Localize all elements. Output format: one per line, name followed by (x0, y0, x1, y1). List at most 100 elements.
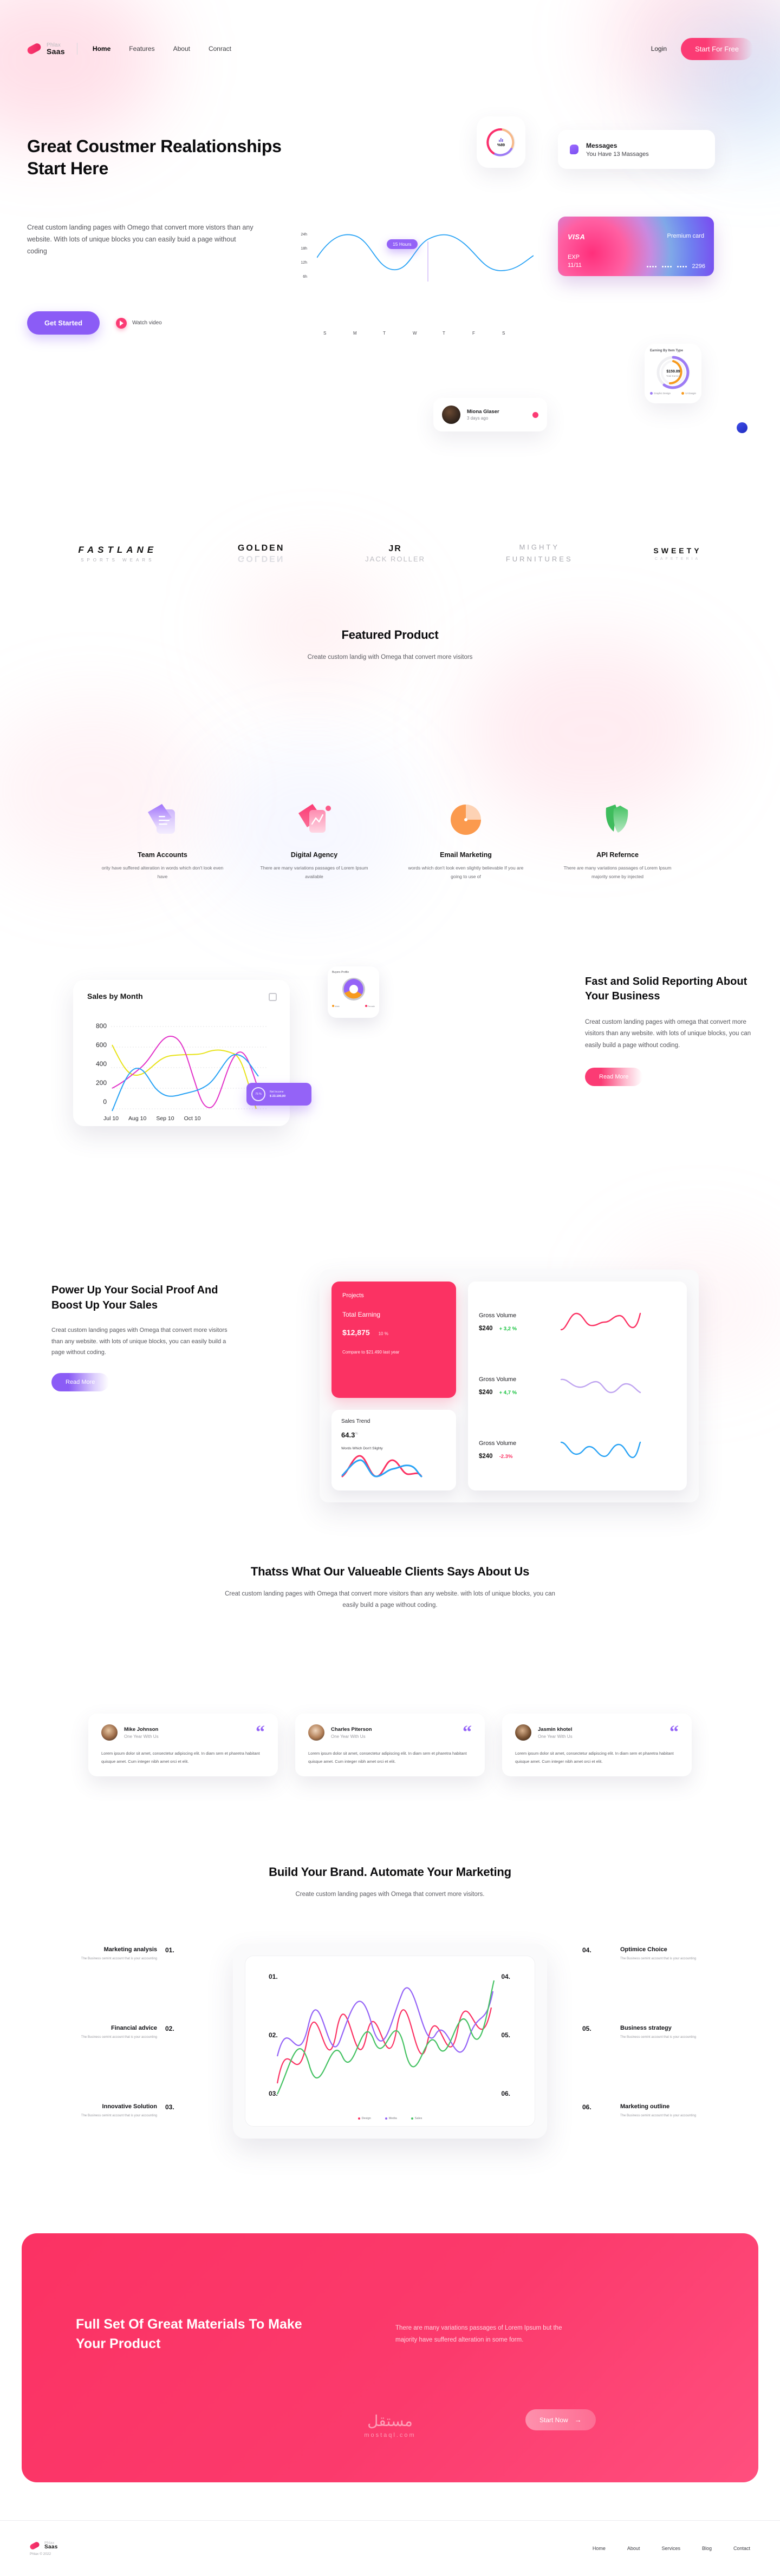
logo-fastlane: FASTLANE SPORTS WEARS (78, 545, 157, 563)
footer-link-about[interactable]: About (627, 2546, 640, 2551)
gross-delta: -2.3% (499, 1454, 513, 1460)
cta-title: Full Set Of Great Materials To Make Your… (76, 2317, 302, 2352)
brand-point-04: Optimice Choice The Business cemint acco… (620, 1946, 718, 1962)
sales-trend-value: 64.3 (341, 1431, 355, 1440)
external-link-icon[interactable] (269, 993, 277, 1001)
brand-logo[interactable]: Phlax Saas (26, 42, 65, 56)
power-title: Power Up Your Social Proof And Boost Up … (51, 1284, 218, 1311)
sales-xtick: Oct 10 (184, 1115, 201, 1122)
cta-banner: Full Set Of Great Materials To Make Your… (22, 2233, 758, 2482)
gross-sparkline (560, 1312, 641, 1331)
nav-item-about[interactable]: About (173, 45, 190, 53)
hero-chart-ytick: 18h (301, 247, 307, 251)
messages-title: Messages (586, 141, 618, 149)
hero-chart-xtick: W (413, 331, 417, 336)
logo-main: JR (388, 544, 402, 553)
sales-xtick: Jul 10 (103, 1115, 119, 1122)
marketing-chart-panel: 01. 04. 02. 05. 03. 06. Design Media Sal… (233, 1944, 547, 2139)
feature-cards: Team Accounts ority have suffered altera… (0, 796, 780, 881)
messages-widget[interactable]: Messages You Have 13 Massages (558, 130, 715, 169)
brand-bottom-label: Saas (47, 47, 65, 56)
footer-brand-bottom: Saas (44, 2544, 58, 2550)
hero-chart-ytick: 6h (303, 275, 307, 279)
projects-compare: Compare to $21.490 last year (342, 1350, 400, 1355)
footer-link-services[interactable]: Services (661, 2546, 680, 2551)
brand-point-03: Innovative Solution The Business cemint … (60, 2103, 157, 2119)
projects-label: Projects (342, 1292, 364, 1299)
footer-brand[interactable]: Phlax Saas (29, 2540, 58, 2551)
logo-sub: GOLDEN (237, 554, 285, 564)
sales-trend-card: Sales Trend 64.3% Words Which Don't Slig… (332, 1410, 456, 1490)
footer-link-home[interactable]: Home (592, 2546, 606, 2551)
feature-card-digital-agency[interactable]: Digital Agency There are many variations… (252, 796, 376, 881)
logo-icon (29, 2540, 41, 2551)
panel-number: 04. (501, 1973, 510, 1980)
start-for-free-button[interactable]: Start For Free (681, 37, 753, 60)
hero-title: Great Coustmer Realationships Start Here (27, 136, 282, 178)
legend-item: Female (365, 1005, 375, 1008)
nav-item-contact[interactable]: Conract (208, 45, 231, 53)
feature-card-api-reference[interactable]: API Refernce There are many variations p… (555, 796, 680, 881)
legend-label: Male (335, 1005, 340, 1008)
buyers-title: Buyers Profile (332, 971, 349, 974)
footer-nav: Home About Services Blog Contact (593, 2546, 750, 2551)
hero-actions: Get Started Watch video (27, 311, 162, 335)
get-started-button[interactable]: Get Started (27, 311, 100, 335)
nav-item-features[interactable]: Features (129, 45, 155, 53)
hero-chart-line (317, 234, 534, 282)
testimonial-card[interactable]: Jasmin khotel One Year With Us “ Lorem i… (502, 1714, 692, 1776)
logo-main: MIGHTY (519, 543, 560, 551)
sales-xtick: Aug 10 (128, 1115, 147, 1122)
logo-main: GOLDEN (237, 544, 285, 553)
brand-point-05: Business strategy The Business cemint ac… (620, 2025, 718, 2041)
login-link[interactable]: Login (651, 45, 667, 53)
legend-label: Female (367, 1005, 375, 1008)
visa-last4: 2296 (692, 263, 705, 270)
gross-title: Gross Volume (479, 1312, 517, 1319)
brand-point-number: 05. (582, 2025, 592, 2032)
nav-item-home[interactable]: Home (92, 45, 111, 53)
main-nav: Home Features About Conract (93, 45, 231, 53)
logo-sub: JACK ROLLER (365, 554, 426, 563)
start-now-button[interactable]: Start Now → (525, 2409, 596, 2430)
testimonial-cards: Mike Johnson One Year With Us “ Lorem ip… (0, 1714, 780, 1776)
person-widget[interactable]: Miona Glaser 3 days ago (433, 398, 547, 431)
reporting-body: Creat custom landing pages with omega th… (585, 1019, 751, 1049)
chart-card-icon (252, 796, 376, 839)
hero-chart-xtick: S (323, 331, 327, 336)
feature-card-email-marketing[interactable]: Email Marketing words which don't look e… (404, 796, 528, 881)
logo-golden: GOLDEN GOLDEN (238, 544, 284, 563)
feature-card-team-accounts[interactable]: Team Accounts ority have suffered altera… (100, 796, 225, 881)
sales-xtick: Sep 10 (156, 1115, 174, 1122)
power-body: Creat custom landing pages with Omega th… (51, 1327, 227, 1356)
brand-point-01: Marketing analysis The Business cemint a… (60, 1946, 157, 1962)
footer-link-blog[interactable]: Blog (701, 2546, 712, 2551)
documents-icon (100, 796, 225, 839)
logo-sub: FURNITURES (505, 555, 573, 564)
testimonial-body: Lorem ipsum dolor sit amet, consectetur … (308, 1751, 467, 1764)
testimonial-card[interactable]: Charles Piterson One Year With Us “ Lore… (295, 1714, 485, 1776)
testimonial-card[interactable]: Mike Johnson One Year With Us “ Lorem ip… (88, 1714, 278, 1776)
watch-video-label: Watch video (132, 320, 162, 326)
testimonials-subtitle: Creat custom landing pages with Omega th… (225, 1591, 555, 1609)
sales-xticks: Jul 10 Aug 10 Sep 10 Oct 10 (103, 1115, 201, 1122)
watermark-top: مستقل (367, 2412, 413, 2429)
status-badge (532, 411, 538, 418)
power-read-more-button[interactable]: Read More (51, 1373, 109, 1392)
visa-exp-value: 11/11 (568, 262, 582, 269)
visa-kind-label: Premium card (667, 233, 704, 239)
brand-point-number: 01. (165, 1946, 174, 1954)
projects-sub-label: Total Earning (342, 1311, 381, 1318)
brand-point-body: The Business cemint account that is your… (81, 2114, 157, 2117)
watermark: مستقل mostaql.com (22, 2412, 758, 2438)
brand-point-02: Financial advice The Business cemint acc… (60, 2025, 157, 2041)
brand-top-label: Phlax (47, 42, 61, 48)
gauge-widget: %89 (477, 116, 525, 168)
logo-sub: SPORTS WEARS (81, 557, 155, 563)
watch-video-button[interactable]: Watch video (116, 317, 162, 329)
footer-link-contact[interactable]: Contact (733, 2546, 750, 2551)
logo-mighty-furnitures: MIGHTY FURNITURES (506, 541, 573, 565)
site-header: Phlax Saas Home Features About Conract L… (0, 32, 780, 65)
reporting-read-more-button[interactable]: Read More (585, 1067, 643, 1086)
